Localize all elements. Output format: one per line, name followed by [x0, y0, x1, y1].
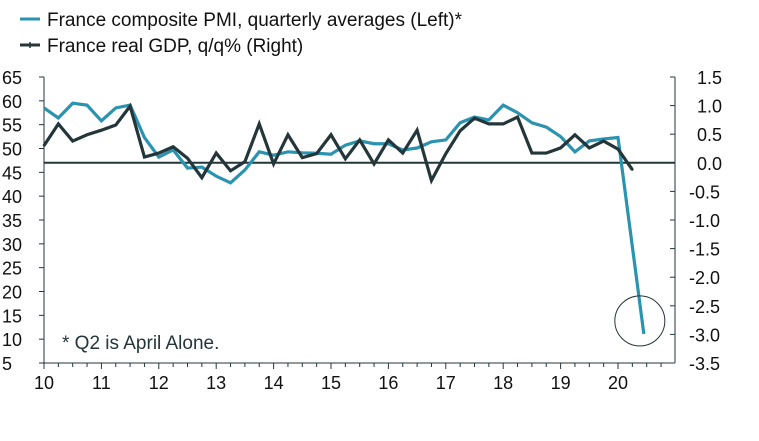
x-tick-label: 19 [551, 373, 571, 393]
gdp-point [616, 147, 620, 151]
gdp-point [545, 151, 548, 155]
gdp-point [243, 160, 247, 163]
left-tick-label: 25 [2, 259, 22, 279]
gdp-point [258, 122, 261, 126]
x-tick-label: 20 [608, 373, 628, 393]
x-tick-label: 16 [378, 373, 398, 393]
left-tick-label: 30 [2, 235, 22, 255]
series-pmi [43, 101, 646, 335]
x-tick-label: 18 [493, 373, 513, 393]
x-tick-label: 10 [34, 373, 54, 393]
gdp-point [430, 179, 433, 182]
gdp-point [559, 146, 562, 150]
gdp-point [42, 144, 46, 147]
gdp-point [171, 145, 175, 148]
gdp-point [372, 162, 376, 166]
left-tick-label: 35 [2, 211, 22, 231]
right-tick-label: 0.0 [697, 154, 722, 174]
x-axis: 10 11 12 13 14 15 16 17 18 19 20 [34, 362, 675, 393]
gdp-point [530, 151, 534, 155]
gdp-point [415, 128, 419, 132]
gdp-point [143, 155, 146, 159]
left-tick-label: 45 [2, 163, 22, 183]
gdp-point [588, 146, 591, 150]
gdp-point [458, 129, 462, 132]
left-tick-label: 50 [2, 140, 22, 160]
right-tick-label: -1.0 [689, 211, 720, 231]
gdp-point [215, 151, 218, 155]
legend-item-pmi: France composite PMI, quarterly averages… [20, 10, 463, 31]
gdp-point [631, 168, 634, 171]
x-tick-label: 12 [149, 373, 169, 393]
x-tick-label: 13 [206, 373, 226, 393]
gdp-point [301, 156, 304, 159]
gdp-point [344, 157, 347, 160]
series-gdp [42, 102, 634, 185]
right-tick-label: -1.5 [689, 240, 720, 260]
gdp-point [128, 104, 132, 108]
gdp-point [286, 133, 290, 136]
gdp-point [71, 139, 74, 143]
gdp-point [157, 151, 160, 155]
footnote-annotation: * Q2 is April Alone. [62, 333, 219, 354]
right-tick-label: -3.0 [689, 325, 720, 345]
left-tick-label: 10 [2, 330, 22, 350]
left-tick-label: 60 [2, 92, 22, 112]
gdp-point [272, 162, 275, 166]
right-tick-label: 1.5 [697, 68, 722, 88]
gdp-point [602, 139, 605, 143]
gdp-point [358, 138, 361, 142]
gdp-point [502, 122, 505, 126]
gdp-point [573, 133, 577, 136]
gdp-point [85, 133, 89, 136]
gdp-point [444, 152, 447, 155]
gdp-point [516, 115, 519, 119]
left-tick-label: 65 [2, 68, 22, 88]
gdp-point [57, 122, 60, 126]
gdp-point [315, 152, 318, 155]
gdp-point [387, 138, 390, 142]
legend-item-gdp: France real GDP, q/q% (Right) [20, 36, 303, 57]
legend-label-gdp: France real GDP, q/q% (Right) [47, 36, 303, 57]
right-tick-label: 0.5 [697, 125, 722, 145]
right-tick-label: 1.0 [697, 97, 722, 117]
right-tick-label: -2.0 [689, 268, 720, 288]
left-tick-label: 55 [2, 116, 22, 136]
left-tick-label: 40 [2, 187, 22, 207]
x-tick-label: 17 [436, 373, 456, 393]
gdp-point [487, 122, 491, 126]
x-tick-label: 15 [321, 373, 341, 393]
left-tick-label: 20 [2, 283, 22, 303]
gdp-point [401, 151, 404, 155]
highlight-circle [614, 295, 666, 347]
x-tick-label: 14 [264, 373, 284, 393]
right-tick-label: -2.5 [689, 297, 720, 317]
gdp-point [229, 169, 232, 173]
pmi-line [43, 101, 646, 335]
left-tick-label: 15 [2, 306, 22, 326]
gdp-point [329, 133, 333, 136]
legend: France composite PMI, quarterly averages… [20, 10, 463, 57]
gdp-line [42, 102, 634, 185]
right-tick-label: -3.5 [689, 354, 720, 374]
legend-label-pmi: France composite PMI, quarterly averages… [47, 10, 463, 31]
left-tick-label: 5 [2, 354, 12, 374]
right-y-axis: 1.5 1.0 0.5 0.0 -0.5 -1.0 -1.5 -2.0 -2.5 -3.0 -3.5 [670, 68, 722, 374]
gdp-point [114, 123, 117, 127]
x-tick-label: 11 [92, 373, 111, 393]
gdp-point [473, 116, 476, 120]
gdp-point [186, 157, 189, 160]
gdp-point [200, 176, 204, 179]
gdp-point [100, 128, 103, 132]
right-tick-label: -0.5 [689, 182, 720, 202]
left-y-axis: 65 60 55 50 45 40 35 30 25 20 15 10 5 [2, 68, 45, 374]
